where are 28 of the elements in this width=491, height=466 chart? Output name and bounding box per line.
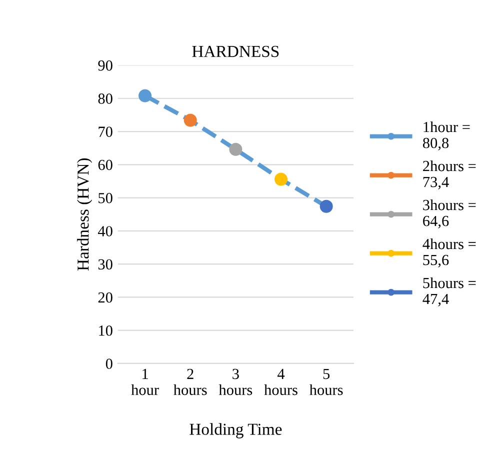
legend-label: 3hours = 64,6 [423, 199, 476, 228]
legend-label: 1hour = 80,8 [422, 121, 470, 150]
x-axis-title: Holding Time [190, 423, 282, 438]
point [274, 172, 288, 186]
chart-title: HARDNESS [192, 46, 279, 58]
y-axis-title: Hardness (HVN) [77, 158, 92, 271]
legend-label: 5hours = 47,4 [422, 277, 476, 306]
x-tick-label: 3 hours [218, 368, 252, 396]
y-tick-label: 90 [98, 60, 112, 71]
y-tick-label: 50 [98, 192, 112, 204]
x-tick-label: 2 hours [174, 368, 207, 396]
y-tick-label: 30 [98, 259, 112, 270]
y-tick-label: 80 [98, 94, 112, 104]
point [229, 142, 242, 156]
point [184, 114, 197, 127]
y-tick-label: 20 [98, 292, 112, 303]
y-tick-label: 10 [99, 325, 112, 336]
y-tick-label: 40 [98, 226, 112, 236]
x-tick-label: 1 hour [131, 368, 159, 396]
legend-label: 2hours = 73,4 [423, 160, 476, 190]
point [320, 200, 333, 213]
point [138, 89, 152, 102]
x-tick-label: 5 hours [310, 368, 343, 396]
y-tick-label: 60 [98, 160, 112, 170]
x-tick-label: 4 hours [264, 368, 298, 396]
legend-label: 4hours = 55,6 [422, 238, 476, 268]
y-tick-label: 70 [98, 126, 112, 137]
y-tick-label: 0 [106, 358, 112, 369]
